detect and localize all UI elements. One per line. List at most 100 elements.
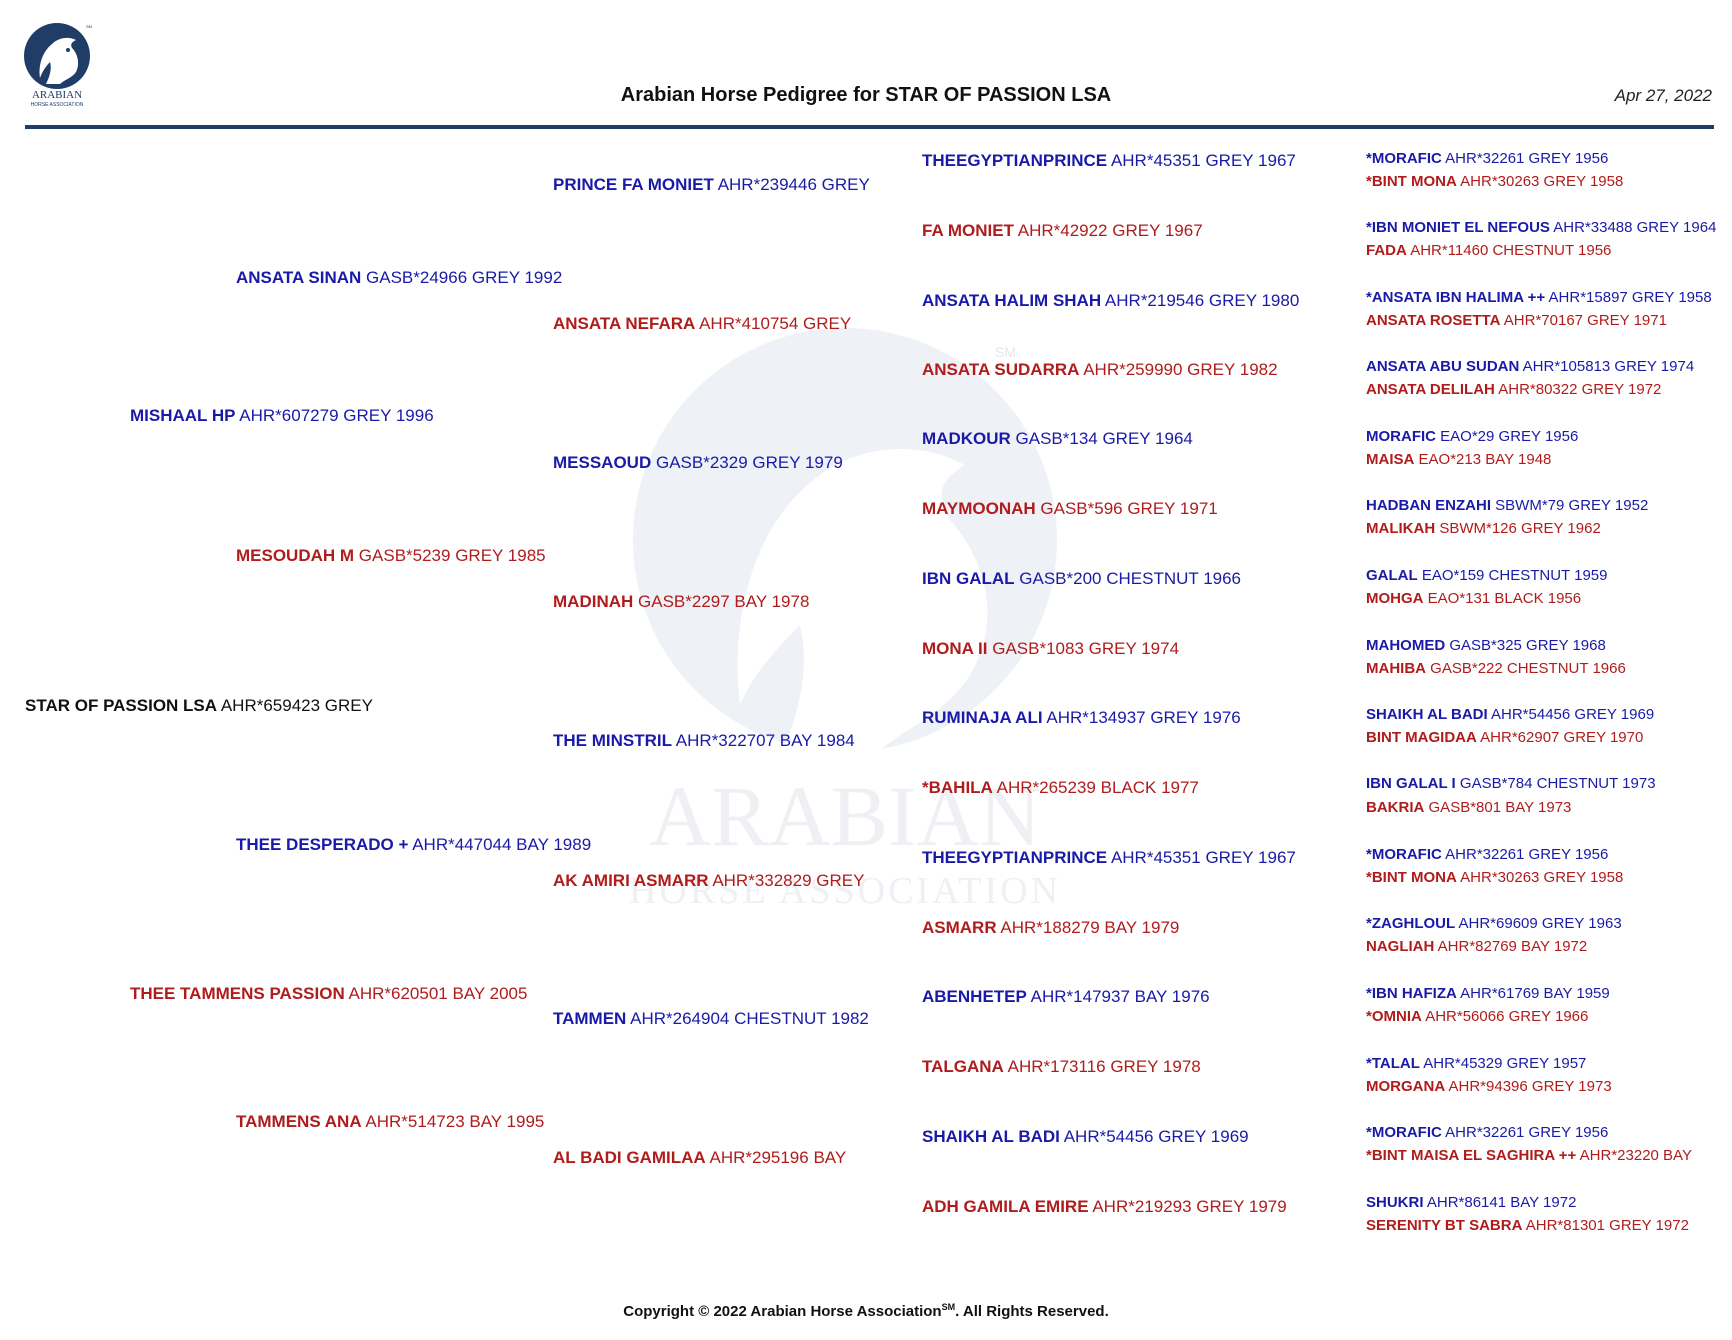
- horse-name: MONA II: [922, 639, 988, 658]
- pedigree-entry: *MORAFIC AHR*32261 GREY 1956: [1366, 150, 1608, 168]
- horse-info: AHR*188279 BAY 1979: [1000, 918, 1180, 937]
- pedigree-entry: TAMMEN AHR*264904 CHESTNUT 1982: [553, 1009, 869, 1029]
- horse-name: HADBAN ENZAHI: [1366, 497, 1491, 514]
- horse-info: AHR*11460 CHESTNUT 1956: [1410, 242, 1612, 259]
- copyright-notice: Copyright © 2022 Arabian Horse Associati…: [0, 1302, 1732, 1320]
- horse-name: MAYMOONAH: [922, 499, 1036, 518]
- pedigree-entry: *ZAGHLOUL AHR*69609 GREY 1963: [1366, 915, 1622, 933]
- horse-name: BINT MAGIDAA: [1366, 729, 1477, 746]
- horse-info: AHR*61769 BAY 1959: [1460, 985, 1610, 1002]
- horse-info: AHR*239446 GREY: [717, 175, 870, 194]
- horse-name: ABENHETEP: [922, 987, 1027, 1006]
- horse-info: GASB*222 CHESTNUT 1966: [1430, 660, 1626, 677]
- report-date: Apr 27, 2022: [1614, 86, 1712, 105]
- horse-info: GASB*784 CHESTNUT 1973: [1459, 775, 1656, 792]
- horse-info: GASB*24966 GREY 1992: [366, 268, 563, 287]
- horse-info: AHR*607279 GREY 1996: [239, 406, 434, 425]
- pedigree-entry: *TALAL AHR*45329 GREY 1957: [1366, 1055, 1586, 1073]
- horse-name: MESSAOUD: [553, 453, 652, 472]
- horse-name: ANSATA HALIM SHAH: [922, 291, 1102, 310]
- horse-name: THEEGYPTIANPRINCE: [922, 848, 1108, 867]
- pedigree-entry: *BAHILA AHR*265239 BLACK 1977: [922, 778, 1199, 798]
- pedigree-entry: IBN GALAL I GASB*784 CHESTNUT 1973: [1366, 775, 1656, 793]
- horse-name: MADKOUR: [922, 429, 1011, 448]
- subject-horse: STAR OF PASSION LSA AHR*659423 GREY: [25, 696, 373, 716]
- horse-name: *IBN HAFIZA: [1366, 985, 1457, 1002]
- horse-info: GASB*5239 GREY 1985: [358, 546, 546, 565]
- horse-info: GASB*2329 GREY 1979: [655, 453, 843, 472]
- horse-info: GASB*2297 BAY 1978: [638, 592, 810, 611]
- pedigree-entry: ANSATA ABU SUDAN AHR*105813 GREY 1974: [1366, 358, 1694, 376]
- watermark-text: ARABIAN: [649, 768, 1041, 864]
- horse-info: AHR*173116 GREY 1978: [1007, 1057, 1201, 1076]
- horse-info: GASB*596 GREY 1971: [1040, 499, 1218, 518]
- horse-name: MISHAAL HP: [130, 406, 236, 425]
- horse-name: TAMMEN: [553, 1009, 627, 1028]
- pedigree-entry: MALIKAH SBWM*126 GREY 1962: [1366, 520, 1601, 538]
- horse-info: AHR*33488 GREY 1964: [1553, 219, 1717, 236]
- horse-info: AHR*45329 GREY 1957: [1423, 1055, 1587, 1072]
- horse-info: AHR*447044 BAY 1989: [412, 835, 592, 854]
- horse-info: GASB*801 BAY 1973: [1428, 799, 1572, 816]
- horse-info: EAO*159 CHESTNUT 1959: [1421, 567, 1608, 584]
- horse-name: ASMARR: [922, 918, 997, 937]
- horse-info: AHR*32261 GREY 1956: [1445, 1124, 1609, 1141]
- pedigree-entry: THE MINSTRIL AHR*322707 BAY 1984: [553, 731, 855, 751]
- horse-info: AHR*80322 GREY 1972: [1498, 381, 1662, 398]
- horse-name: *BINT MAISA EL SAGHIRA ++: [1366, 1147, 1577, 1164]
- horse-info: AHR*56066 GREY 1966: [1425, 1008, 1589, 1025]
- horse-info: AHR*219546 GREY 1980: [1104, 291, 1300, 310]
- pedigree-entry: MAYMOONAH GASB*596 GREY 1971: [922, 499, 1218, 519]
- horse-info: AHR*69609 GREY 1963: [1458, 915, 1622, 932]
- horse-info: AHR*81301 GREY 1972: [1525, 1217, 1689, 1234]
- horse-name: THEE DESPERADO +: [236, 835, 409, 854]
- pedigree-entry: THEEGYPTIANPRINCE AHR*45351 GREY 1967: [922, 151, 1296, 171]
- pedigree-entry: RUMINAJA ALI AHR*134937 GREY 1976: [922, 708, 1241, 728]
- horse-info: AHR*295196 BAY: [709, 1148, 847, 1167]
- pedigree-entry: MESSAOUD GASB*2329 GREY 1979: [553, 453, 843, 473]
- pedigree-entry: NAGLIAH AHR*82769 BAY 1972: [1366, 938, 1587, 956]
- horse-name: *BINT MONA: [1366, 869, 1457, 886]
- copyright-suffix: . All Rights Reserved.: [955, 1303, 1109, 1320]
- horse-name: MAHOMED: [1366, 637, 1446, 654]
- horse-info: AHR*45351 GREY 1967: [1110, 151, 1296, 170]
- horse-name: MOHGA: [1366, 590, 1424, 607]
- watermark-mark: SM: [995, 344, 1016, 360]
- pedigree-entry: MONA II GASB*1083 GREY 1974: [922, 639, 1179, 659]
- pedigree-entry: ASMARR AHR*188279 BAY 1979: [922, 918, 1179, 938]
- horse-info: AHR*219293 GREY 1979: [1092, 1197, 1287, 1216]
- pedigree-entry: BAKRIA GASB*801 BAY 1973: [1366, 799, 1571, 817]
- horse-name: SHAIKH AL BADI: [922, 1127, 1060, 1146]
- pedigree-entry: SHUKRI AHR*86141 BAY 1972: [1366, 1194, 1576, 1212]
- horse-name: IBN GALAL I: [1366, 775, 1456, 792]
- pedigree-entry: SERENITY BT SABRA AHR*81301 GREY 1972: [1366, 1217, 1689, 1235]
- logo-subtext: HORSE ASSOCIATION: [31, 102, 84, 108]
- pedigree-sire: MISHAAL HP AHR*607279 GREY 1996: [130, 406, 434, 426]
- pedigree-entry: PRINCE FA MONIET AHR*239446 GREY: [553, 175, 870, 195]
- horse-name: THEEGYPTIANPRINCE: [922, 151, 1108, 170]
- pedigree-entry: *BINT MAISA EL SAGHIRA ++ AHR*23220 BAY: [1366, 1147, 1692, 1165]
- horse-info: AHR*32261 GREY 1956: [1445, 846, 1609, 863]
- horse-name: SHAIKH AL BADI: [1366, 706, 1488, 723]
- horse-name: THEE TAMMENS PASSION: [130, 984, 345, 1003]
- horse-info: AHR*265239 BLACK 1977: [996, 778, 1199, 797]
- pedigree-entry: ADH GAMILA EMIRE AHR*219293 GREY 1979: [922, 1197, 1287, 1217]
- pedigree-entry: FA MONIET AHR*42922 GREY 1967: [922, 221, 1203, 241]
- pedigree-entry: MESOUDAH M GASB*5239 GREY 1985: [236, 546, 546, 566]
- pedigree-entry: *BINT MONA AHR*30263 GREY 1958: [1366, 173, 1623, 191]
- horse-name: *TALAL: [1366, 1055, 1420, 1072]
- horse-info: AHR*86141 BAY 1972: [1426, 1194, 1577, 1211]
- horse-info: EAO*29 GREY 1956: [1440, 428, 1579, 445]
- pedigree-entry: BINT MAGIDAA AHR*62907 GREY 1970: [1366, 729, 1643, 747]
- horse-info: AHR*32261 GREY 1956: [1445, 150, 1609, 167]
- pedigree-entry: *BINT MONA AHR*30263 GREY 1958: [1366, 869, 1623, 887]
- pedigree-entry: ANSATA SINAN GASB*24966 GREY 1992: [236, 268, 562, 288]
- horse-name: MADINAH: [553, 592, 634, 611]
- horse-name: *BAHILA: [922, 778, 993, 797]
- horse-name: SERENITY BT SABRA: [1366, 1217, 1523, 1234]
- horse-info: AHR*62907 GREY 1970: [1480, 729, 1644, 746]
- copyright-text: Copyright © 2022 Arabian Horse Associati…: [623, 1303, 942, 1320]
- horse-info: AHR*620501 BAY 2005: [348, 984, 528, 1003]
- horse-info: AHR*30263 GREY 1958: [1460, 869, 1624, 886]
- pedigree-entry: AL BADI GAMILAA AHR*295196 BAY: [553, 1148, 846, 1168]
